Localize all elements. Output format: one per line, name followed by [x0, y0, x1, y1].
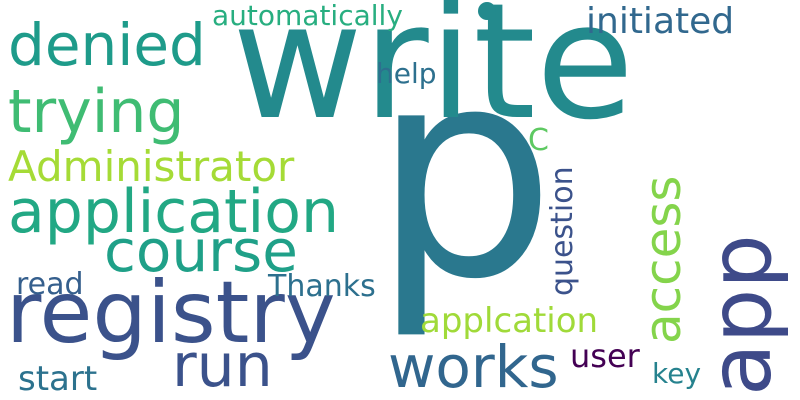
word-denied: denied [8, 11, 206, 79]
word-registry: registry [6, 263, 336, 363]
word-trying: trying [8, 77, 185, 147]
word-Administrator: Administrator [8, 142, 295, 191]
word-user: user [570, 337, 640, 375]
word-C: C [528, 123, 549, 158]
word-key: key [652, 357, 702, 390]
word-help: help [376, 57, 437, 90]
word-application: application [8, 177, 339, 247]
word-course: course [104, 217, 298, 285]
word-access: access [634, 175, 692, 344]
word-run: run [172, 331, 273, 400]
word-read: read [16, 267, 84, 302]
word-start: start [18, 359, 98, 399]
word-automatically: automatically [212, 0, 403, 32]
word-Thanks: Thanks [268, 269, 376, 304]
dot-mark [478, 2, 496, 20]
word-question: question [545, 166, 580, 296]
word-write: write [232, 0, 635, 155]
word-initiated: initiated [586, 1, 735, 42]
word-works: works [388, 333, 559, 400]
word-app: app [691, 234, 791, 396]
word-applcation: applcation [420, 301, 599, 341]
word-p: p [372, 6, 557, 343]
